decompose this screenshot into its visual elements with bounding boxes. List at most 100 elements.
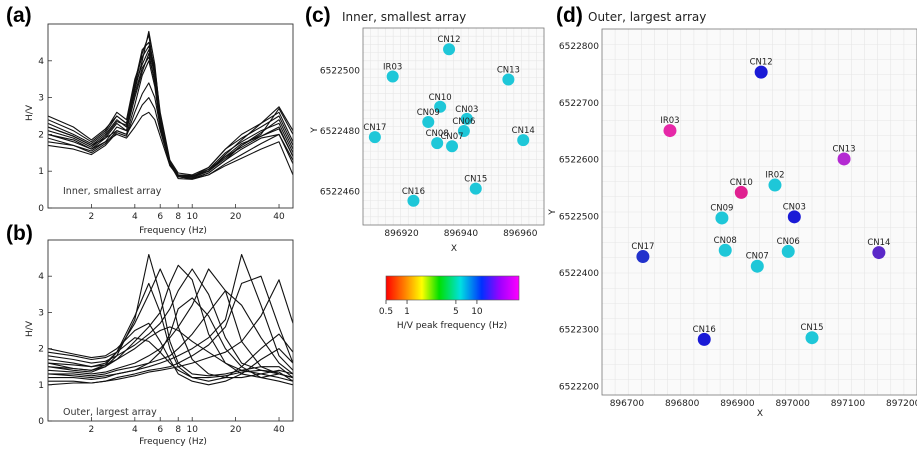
panel-d-marker-cn15	[805, 331, 819, 345]
panel-d-label-cn03: CN03	[783, 202, 806, 212]
panel-c-label-cn10: CN10	[429, 93, 452, 103]
panel-d-xtick-label-896800: 896800	[665, 399, 700, 409]
panel-a-xtick-label-40: 40	[273, 212, 285, 222]
colorbar-gradient	[385, 275, 520, 301]
panel-b-xlabel: Frequency (Hz)	[139, 437, 207, 447]
panel-b-xtick-label-4: 4	[132, 425, 138, 435]
panel-a-series-line-5	[48, 56, 293, 178]
panel-c-ytick-label-6522480: 6522480	[320, 127, 360, 137]
panel-d-label-cn16: CN16	[693, 325, 716, 335]
panel-c-xlabel: X	[451, 244, 457, 254]
panel-d-label-cn13: CN13	[832, 144, 855, 154]
panel-d-marker-cn08	[718, 243, 732, 257]
panel-c-ytick-label-6522500: 6522500	[320, 66, 360, 76]
panel-a-xtick-label-6: 6	[157, 212, 163, 222]
panel-c-marker-cn15	[469, 182, 482, 195]
panel-a-series-line-9	[48, 111, 293, 177]
panel-d-xtick-label-897200: 897200	[886, 399, 917, 409]
panel-a-ylabel: H/V	[25, 104, 35, 121]
panel-b-series-line-6	[48, 268, 293, 379]
panel-c-label-ir03: IR03	[383, 62, 402, 72]
panel-b-series-line-11	[48, 322, 293, 386]
panel-c-marker-cn13	[502, 73, 515, 86]
panel-c-label-cn14: CN14	[512, 126, 535, 136]
panel-a-xtick-label-2: 2	[89, 212, 95, 222]
panel-a-series-line-1	[48, 34, 293, 180]
panel-b-xtick-label-20: 20	[230, 425, 242, 435]
panel-d-label-cn14: CN14	[867, 238, 890, 248]
panel-b-series-line-7	[48, 290, 293, 377]
panel-a-frame	[47, 23, 294, 209]
panel-d-xtick-label-896700: 896700	[610, 399, 645, 409]
panel-a-series-line-6	[48, 45, 293, 180]
panel-c-grid	[363, 28, 544, 225]
panel-d-ytick-label-6522200: 6522200	[559, 382, 599, 392]
panel-d-label-cn10: CN10	[730, 178, 753, 188]
panel-a-chart: 2 4 6 8 10 20 40 0 1 2 3 4 Inner, smallest array Fr…	[25, 23, 294, 236]
panel-c-ylabel: Y	[310, 127, 320, 134]
panel-d-marker-cn06	[781, 244, 795, 258]
panel-c-marker-cn14	[517, 134, 530, 147]
colorbar-tick-label-10: 10	[471, 307, 483, 317]
panel-letter-d: (d)	[556, 4, 583, 27]
panel-d-label-cn17: CN17	[631, 242, 654, 252]
panel-c-ytick-label-6522460: 6522460	[320, 188, 360, 198]
panel-d-label-cn09: CN09	[710, 203, 733, 213]
panel-b-chart: 2 4 6 8 10 20 40 0 1 2 3 4 Outer, largest array Fre…	[25, 239, 294, 447]
panel-d-title: Outer, largest array	[588, 10, 706, 24]
panel-b-axes	[47, 239, 294, 422]
panel-letter-a: (a)	[6, 4, 32, 27]
panel-a-ytick-label-1: 1	[38, 167, 44, 177]
panel-c-label-cn08: CN08	[426, 129, 449, 139]
panel-b-ytick-label-4: 4	[38, 272, 44, 282]
panel-d-ytick-label-6522800: 6522800	[559, 42, 599, 52]
panel-a-series-line-8	[48, 97, 293, 177]
panel-b-ticks: 2 4 6 8 10 20 40 0 1 2 3 4	[38, 272, 285, 435]
panel-c-chart: 896920 896940 896960652246065224806522500 …	[310, 27, 545, 254]
panel-d-points: CN12 IR03 CN13 CN10 IR02 CN09 CN03 CN08 CN06 CN07…	[631, 58, 890, 346]
panel-d-marker-ir02	[768, 178, 782, 192]
panel-b-xtick-label-2: 2	[89, 425, 95, 435]
panel-c-label-cn07: CN07	[440, 132, 463, 142]
panel-b-frame	[47, 239, 294, 422]
panel-a-series-line-2	[48, 30, 293, 178]
panel-c-marker-cn06	[457, 125, 470, 138]
panel-c-label-cn17: CN17	[363, 123, 386, 133]
panel-c-marker-cn03	[460, 112, 473, 125]
panel-b-curves	[48, 253, 293, 386]
panel-c-marker-cn12	[443, 43, 456, 56]
panel-d-label-cn06: CN06	[777, 237, 800, 247]
panel-b-xtick-label-40: 40	[273, 425, 285, 435]
panel-d-xtick-label-896900: 896900	[720, 399, 755, 409]
panel-c-label-cn09: CN09	[417, 108, 440, 118]
panel-d-xtick-label-897100: 897100	[831, 399, 866, 409]
panel-b-series-line-4	[48, 264, 293, 379]
panel-d-marker-cn16	[697, 332, 711, 346]
panel-d-ytick-label-6522600: 6522600	[559, 156, 599, 166]
panel-c-xtick-label-896960: 896960	[503, 229, 538, 239]
panel-c-xtick-label-896940: 896940	[444, 229, 479, 239]
panel-a-xtick-label-20: 20	[230, 212, 242, 222]
panel-c-marker-cn07	[446, 140, 459, 153]
panel-d-label-ir02: IR02	[765, 171, 784, 181]
panel-a-axes	[47, 23, 294, 209]
panel-d-marker-cn13	[837, 152, 851, 166]
panel-d-ytick-label-6522700: 6522700	[559, 99, 599, 109]
panel-d-xlabel: X	[757, 409, 763, 419]
colorbar-tick-label-1: 1	[404, 307, 410, 317]
panel-d-marker-cn07	[750, 259, 764, 273]
panel-d-marker-ir03	[663, 124, 677, 138]
panel-d-label-cn12: CN12	[750, 58, 773, 68]
panel-a-ytick-label-2: 2	[38, 130, 44, 140]
panel-a-series-line-10	[48, 82, 293, 178]
colorbar-label: H/V peak frequency (Hz)	[397, 321, 507, 331]
panel-a-xlabel: Frequency (Hz)	[139, 226, 207, 236]
panel-d-ytick-label-6522500: 6522500	[559, 212, 599, 222]
colorbar: 0.5 1 5 10 H/V peak frequency (Hz)	[379, 275, 520, 331]
panel-d-ytick-label-6522300: 6522300	[559, 326, 599, 336]
panel-c-marker-cn16	[407, 194, 420, 207]
panel-d-xtick-label-897000: 897000	[775, 399, 810, 409]
panel-c-frame	[362, 27, 545, 226]
panel-d-grid	[602, 29, 917, 395]
